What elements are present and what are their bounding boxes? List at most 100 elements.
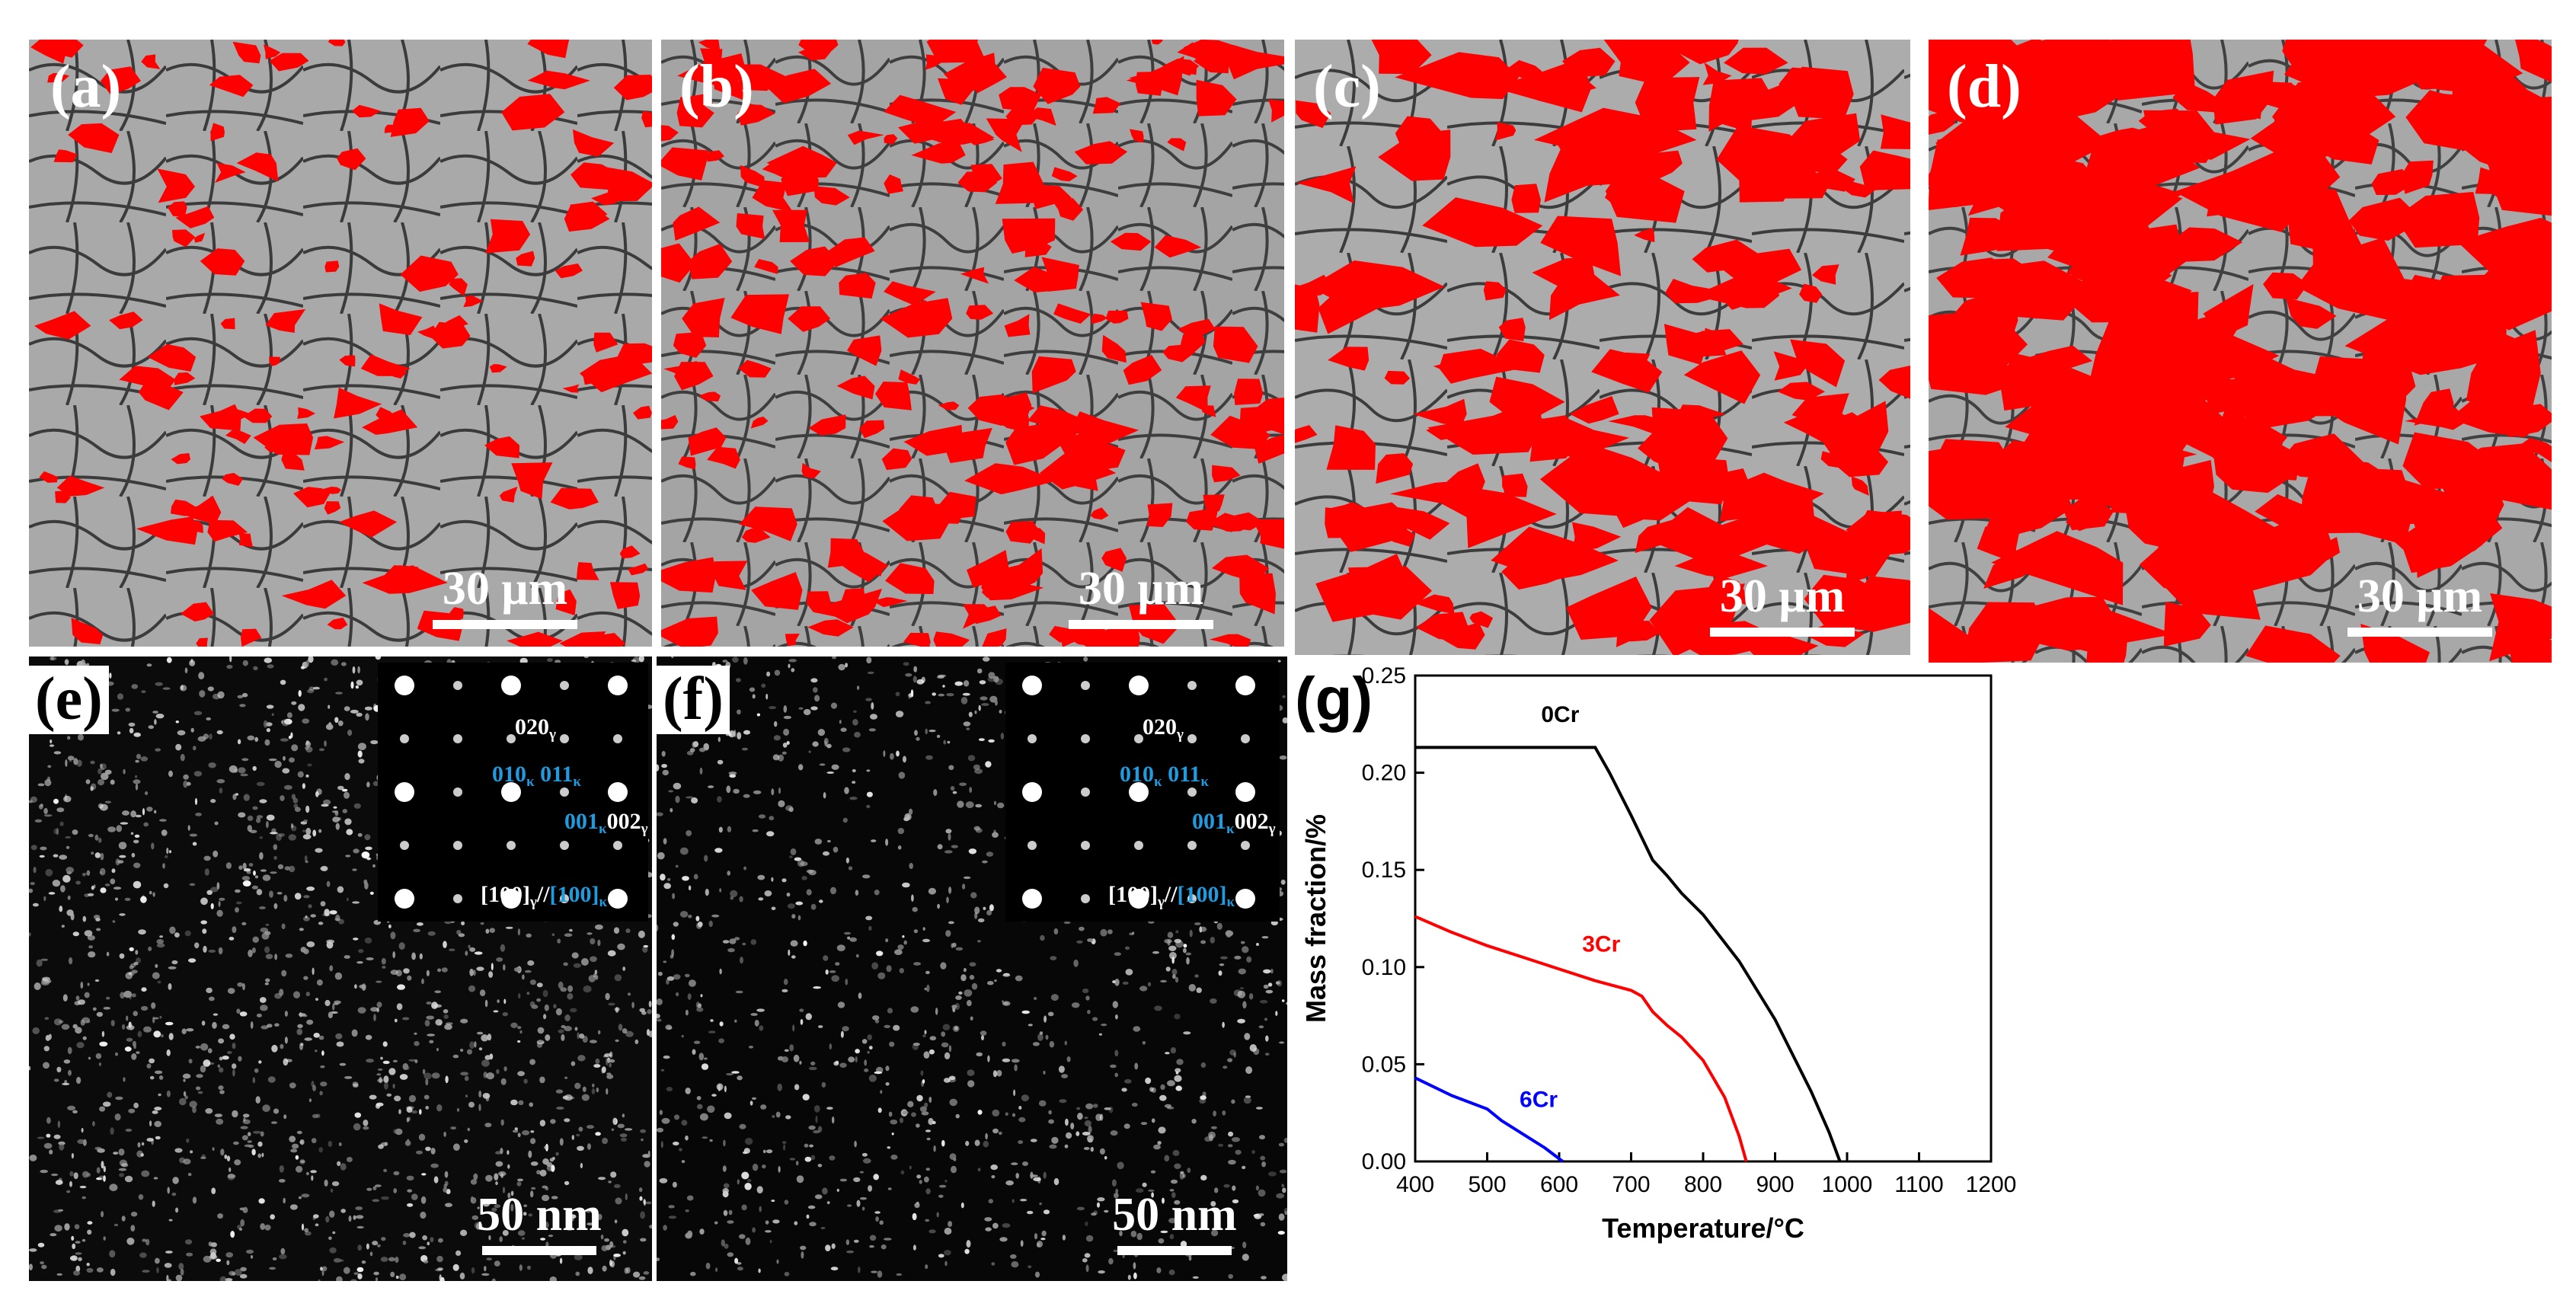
precipitate-dot xyxy=(119,1173,125,1177)
precipitate-dot xyxy=(974,1139,980,1146)
precipitate-dot xyxy=(217,1213,223,1219)
precipitate-dot xyxy=(109,1250,116,1258)
precipitate-dot xyxy=(909,1165,912,1170)
kappa-island xyxy=(157,168,195,203)
precipitate-dot xyxy=(296,1130,302,1135)
precipitate-dot xyxy=(966,1240,971,1248)
precipitate-dot xyxy=(402,1241,407,1245)
precipitate-dot xyxy=(332,816,340,823)
kappa-island xyxy=(1545,74,1596,104)
precipitate-dot xyxy=(925,1188,931,1195)
precipitate-dot xyxy=(693,1040,701,1044)
kappa-island xyxy=(328,40,346,46)
precipitate-dot xyxy=(657,971,663,976)
precipitate-dot xyxy=(124,1175,133,1183)
precipitate-dot xyxy=(200,1043,209,1051)
precipitate-dot xyxy=(364,706,372,711)
precipitate-dot xyxy=(318,829,322,833)
precipitate-dot xyxy=(1234,955,1242,960)
precipitate-dot xyxy=(924,987,928,991)
precipitate-dot xyxy=(88,893,94,896)
diffraction-spot xyxy=(453,681,462,690)
precipitate-dot xyxy=(1246,956,1252,963)
precipitate-dot xyxy=(240,1126,248,1129)
precipitate-dot xyxy=(254,875,258,879)
precipitate-dot xyxy=(361,1260,366,1264)
precipitate-dot xyxy=(1000,733,1005,740)
precipitate-dot xyxy=(544,1004,549,1011)
precipitate-dot xyxy=(193,746,197,751)
precipitate-dot xyxy=(826,1107,833,1110)
precipitate-dot xyxy=(189,1101,197,1108)
kappa-island xyxy=(898,369,920,385)
precipitate-dot xyxy=(762,1149,766,1154)
precipitate-dot xyxy=(685,796,694,799)
precipitate-dot xyxy=(487,1033,492,1041)
kappa-island xyxy=(808,414,846,436)
precipitate-dot xyxy=(529,979,536,986)
precipitate-dot xyxy=(1037,1033,1044,1041)
precipitate-dot xyxy=(756,713,761,717)
precipitate-dot xyxy=(246,871,251,874)
precipitate-dot xyxy=(546,1161,553,1168)
kappa-island xyxy=(1532,257,1597,300)
precipitate-dot xyxy=(61,925,65,928)
precipitate-dot xyxy=(209,1248,217,1255)
precipitate-dot xyxy=(100,852,104,861)
kappa-island xyxy=(1136,72,1163,96)
y-tick-label: 0.10 xyxy=(1362,955,1406,980)
precipitate-dot xyxy=(932,1120,936,1125)
kappa-island xyxy=(1522,83,1551,103)
precipitate-dot xyxy=(185,1239,193,1245)
precipitate-dot xyxy=(550,1119,556,1124)
precipitate-dot xyxy=(97,779,104,786)
precipitate-dot xyxy=(986,909,992,916)
precipitate-dot xyxy=(1282,695,1286,698)
precipitate-dot xyxy=(547,658,553,663)
precipitate-dot xyxy=(481,1034,489,1042)
precipitate-dot xyxy=(406,1117,410,1123)
scale-line-c xyxy=(1710,628,1855,637)
precipitate-dot xyxy=(141,690,146,694)
precipitate-dot xyxy=(372,864,376,868)
precipitate-dot xyxy=(494,1173,499,1180)
precipitate-dot xyxy=(152,1110,158,1114)
precipitate-dot xyxy=(273,902,278,909)
precipitate-dot xyxy=(868,1075,877,1082)
precipitate-dot xyxy=(497,999,500,1003)
precipitate-dot xyxy=(1020,1240,1024,1247)
precipitate-dot xyxy=(1085,995,1090,1001)
precipitate-dot xyxy=(1171,969,1178,976)
precipitate-dot xyxy=(968,848,977,855)
precipitate-dot xyxy=(976,1052,983,1057)
precipitate-dot xyxy=(232,1110,238,1118)
precipitate-dot xyxy=(433,1176,439,1184)
precipitate-dot xyxy=(1165,966,1171,972)
precipitate-dot xyxy=(375,656,382,660)
kappa-island xyxy=(1929,339,1970,370)
precipitate-dot xyxy=(1088,1125,1092,1133)
precipitate-dot xyxy=(606,1074,614,1079)
precipitate-dot xyxy=(195,1086,201,1091)
precipitate-dot xyxy=(821,1081,826,1088)
kappa-island xyxy=(881,448,912,471)
precipitate-dot xyxy=(718,1038,724,1043)
kappa-island xyxy=(119,366,176,395)
precipitate-dot xyxy=(639,1196,643,1201)
precipitate-dot xyxy=(29,1065,31,1071)
precipitate-dot xyxy=(661,751,666,757)
precipitate-dot xyxy=(1100,928,1107,937)
precipitate-dot xyxy=(481,1273,490,1276)
precipitate-dot xyxy=(76,1076,81,1085)
precipitate-dot xyxy=(99,1041,108,1046)
precipitate-dot xyxy=(69,1255,77,1261)
kappa-island xyxy=(661,557,717,593)
kappa-island xyxy=(573,129,615,157)
precipitate-dot xyxy=(803,708,811,716)
precipitate-dot xyxy=(1084,1120,1091,1127)
precipitate-dot xyxy=(82,1171,89,1178)
precipitate-dot xyxy=(281,970,287,977)
kappa-island xyxy=(1811,264,1839,285)
kappa-island xyxy=(1325,507,1357,538)
precipitate-dot xyxy=(163,883,169,889)
